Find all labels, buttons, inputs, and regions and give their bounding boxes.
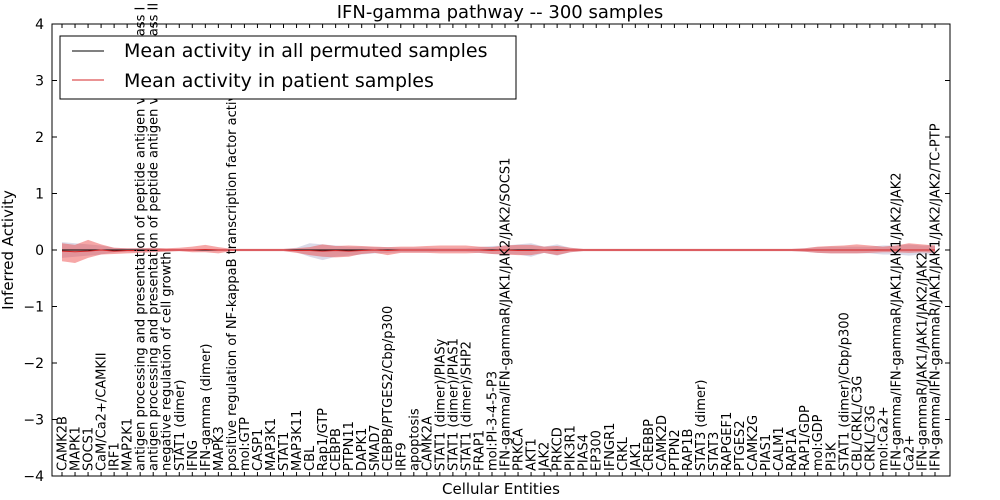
x-tick-label: CAMK2B [56,416,71,471]
x-tick-label: PRKCD [551,427,566,471]
x-tick-label: CRKL/C3G [863,405,878,471]
lines-layer [61,248,935,253]
x-tick-label: PIAS4 [577,434,592,471]
y-tick-label: −3 [23,413,44,429]
x-tick-label: MAPK3 [212,426,227,471]
y-tick-label: −1 [23,300,44,316]
x-tick-label: EP300 [590,430,605,471]
y-tick-label: 4 [35,17,44,33]
x-tick-label: RAP1B [681,429,696,471]
x-tick-label: DAPK1 [355,428,370,471]
x-tick-label: IFN-gamma/IFN-gammaR/JAK1/JAK1/JAK2/JAK2… [929,123,944,471]
x-tick-label: JAK1 [629,442,644,472]
x-axis-label: Cellular Entities [442,480,560,498]
y-tick-label: 2 [35,130,44,146]
x-tick-label: IRF1 [108,442,123,471]
x-tick-label: apoptosis [407,408,422,471]
x-tick-label: mol:GTP [238,417,253,471]
x-tick-label: STAT3 (dimer) [694,380,709,471]
legend: Mean activity in all permuted samples Me… [59,35,517,100]
x-tick-label: CALM1 [772,426,787,471]
legend-label-patient: Mean activity in patient samples [124,70,434,92]
x-tick-label: CAMK2A [420,416,435,471]
x-tick-label: STAT3 [707,432,722,471]
y-tick-label: 3 [35,74,44,90]
x-tick-label: CEBPB/PTGES2/Cbp/p300 [381,306,396,471]
x-tick-label: RAP1/GDP [798,405,813,471]
x-tick-label: IFN-gammaR/JAK1/JAK1/JAK2/JAK2 [915,252,930,471]
x-tick-label: PTPN11 [342,421,357,471]
x-tick-label: PTPN2 [668,429,683,471]
x-tick-label: CASP1 [251,429,266,471]
x-tick-label: CAMK2G [746,415,761,471]
x-tick-label: SMAD7 [368,424,383,471]
x-tick-label: STAT1 (dimer)/PIASy [433,338,448,471]
x-tick-label: FRAP1 [472,430,487,471]
x-tick-label: CBL [303,445,318,471]
x-tick-label: IRF9 [394,442,409,471]
x-tick-label: positive regulation of NF-kappaB transcr… [225,77,240,471]
legend-label-permuted: Mean activity in all permuted samples [124,40,487,62]
x-tick-label: PI3K [824,442,839,471]
x-tick-label: antigen processing and presentation of p… [134,7,149,471]
x-tick-label: Ca2+ [902,435,917,471]
x-tick-label: PRKCA [512,428,527,471]
series-line-1 [61,248,935,253]
y-tick-label: 1 [35,187,44,203]
x-tick-label: JAK2 [538,442,553,472]
x-tick-label: CaM/Ca2+/CAMKII [95,352,110,471]
x-tick-label: CEBPB [329,428,344,471]
x-tick-label: STAT1 (dimer) [173,380,188,471]
x-tick-label: MAP3K11 [290,410,305,471]
x-tick-label: MAP2K1 [121,418,136,471]
y-tick-label: −2 [23,356,44,372]
x-tick-label: Rap1/GTP [316,408,331,471]
legend-box [59,35,517,100]
x-tick-label: STAT1 [277,432,292,471]
x-tick-label: SOCS1 [82,427,97,471]
x-tick-label: CAMK2D [655,415,670,471]
band-series-0 [62,242,935,261]
x-tick-label: IFN-gamma (dimer) [199,344,214,471]
y-axis: −4 −3 −2 −1 0 1 2 3 4 [23,17,950,485]
x-tick-label: STAT1 (dimer)/PIAS1 [446,338,461,471]
x-tick-label: antigen processing and presentation of p… [147,3,162,471]
x-tick-label: CBL/CRKL/C3G [850,376,865,471]
x-tick-label: MAP3K1 [264,418,279,471]
y-tick-label: 0 [35,243,44,259]
x-tick-label: IFNGR1 [603,423,618,471]
x-tick-label: mol:PI-3-4-5-P3 [485,371,500,471]
x-tick-label: CREBBP [642,419,657,471]
x-tick-label: IFN-gamma/IFN-gammaR/JAK1/JAK2/JAK2/SOCS… [499,158,514,471]
bands-layer [62,239,935,263]
x-tick-label: RAP1A [785,428,800,471]
x-tick-label: PTGES2 [733,420,748,471]
x-tick-label: IFNG [186,440,201,471]
y-axis-label: Inferred Activity [0,190,17,310]
x-tick-label: PIK3R1 [564,425,579,471]
x-tick-label: MAPK1 [69,426,84,471]
chart-title: IFN-gamma pathway -- 300 samples [337,2,664,23]
x-tick-label: RAPGEF1 [720,412,735,471]
x-tick-label: PIAS1 [759,434,774,471]
x-tick-label: IFN-gamma/IFN-gammaR/JAK1/JAK1/JAK2/JAK2 [889,172,904,471]
x-tick-label: STAT1 (dimer)/SHP2 [459,341,474,471]
y-tick-label: −4 [23,469,44,485]
x-tick-label: negative regulation of cell growth [160,251,175,471]
x-tick-label: mol:GDP [811,414,826,471]
x-axis: CAMK2BMAPK1SOCS1CaM/Ca2+/CAMKIIIRF1MAP2K… [56,3,944,476]
x-tick-label: STAT1 (dimer)/Cbp/p300 [837,312,852,471]
band-series-1 [62,239,935,263]
x-tick-label: AKT1 [525,438,540,471]
x-tick-label: mol:Ca2+ [876,406,891,471]
x-tick-label: CRKL [616,436,631,471]
